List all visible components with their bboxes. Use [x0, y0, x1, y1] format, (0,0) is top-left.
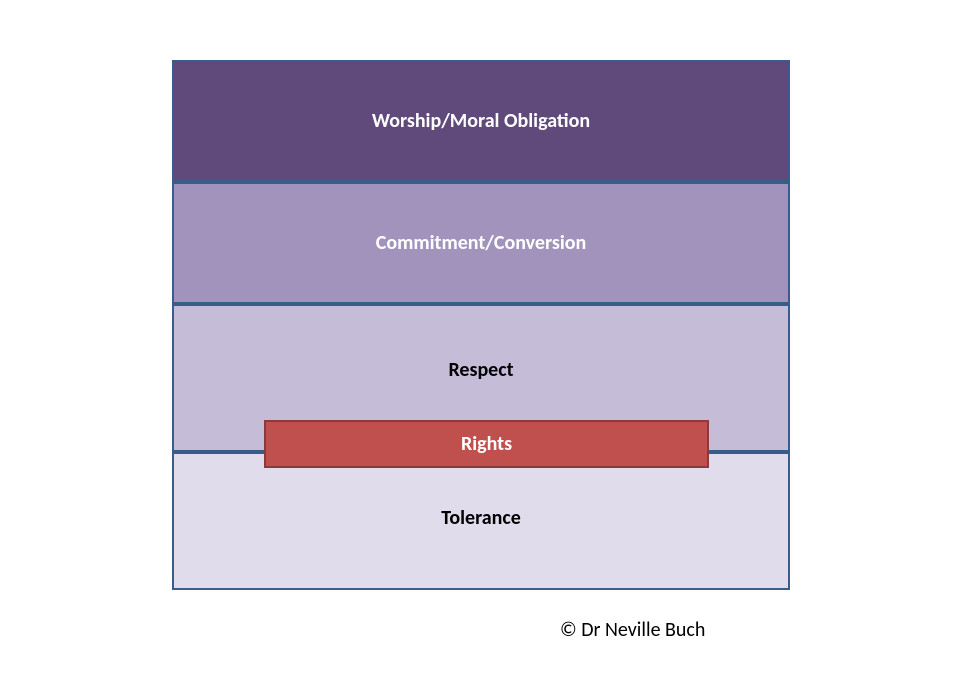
layer-commitment-label: Commitment/Conversion [376, 231, 587, 255]
layer-worship-label: Worship/Moral Obligation [372, 109, 590, 133]
layer-worship: Worship/Moral Obligation [172, 60, 790, 182]
layer-respect-label: Respect [174, 358, 788, 382]
credit-text: © Dr Neville Buch [560, 618, 705, 642]
layer-commitment: Commitment/Conversion [172, 182, 790, 304]
layer-tolerance-label: Tolerance [174, 506, 788, 530]
layer-tolerance: Tolerance [172, 452, 790, 590]
rights-label: Rights [461, 432, 512, 456]
canvas: Worship/Moral Obligation Commitment/Conv… [0, 0, 960, 675]
rights-box: Rights [264, 420, 709, 468]
